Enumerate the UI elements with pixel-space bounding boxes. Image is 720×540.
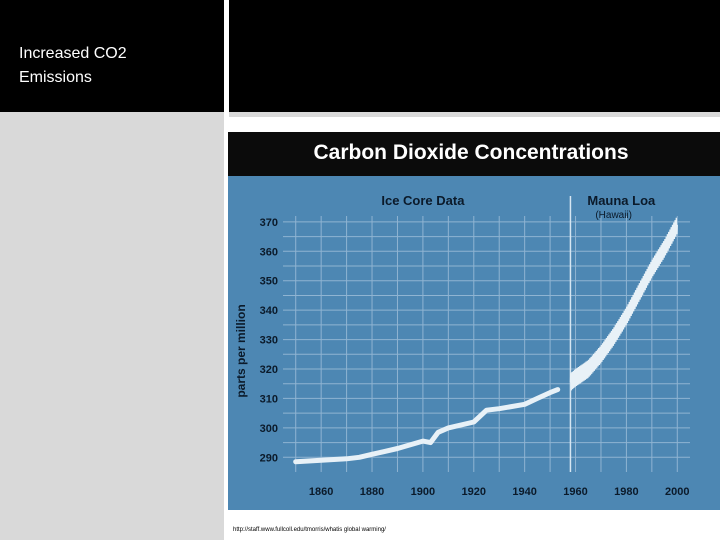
source-citation: http://staff.www.fullcoll.edu/tmorris/wh… xyxy=(233,527,386,533)
x-tick-label: 1900 xyxy=(411,486,435,498)
y-tick-label: 310 xyxy=(260,393,278,405)
x-tick-label: 1960 xyxy=(563,486,587,498)
side-panel xyxy=(0,117,224,540)
chart-svg: Carbon Dioxide Concentrations Ice Core D… xyxy=(228,132,720,510)
y-tick-label: 370 xyxy=(260,217,278,229)
x-tick-label: 1860 xyxy=(309,486,333,498)
x-tick-label: 2000 xyxy=(665,486,689,498)
x-tick-label: 1940 xyxy=(512,486,536,498)
region-sublabel-hawaii: (Hawaii) xyxy=(595,210,632,221)
x-tick-label: 1880 xyxy=(360,486,384,498)
y-tick-label: 350 xyxy=(260,276,278,288)
chart-title-band xyxy=(228,132,720,176)
y-tick-label: 320 xyxy=(260,364,278,376)
y-tick-label: 340 xyxy=(260,305,278,317)
y-tick-label: 360 xyxy=(260,246,278,258)
x-tick-label: 1920 xyxy=(462,486,486,498)
slide-title: Increased CO2 Emissions xyxy=(19,45,127,86)
y-tick-label: 290 xyxy=(260,452,278,464)
divider-right xyxy=(229,112,720,117)
y-tick-label: 330 xyxy=(260,335,278,347)
series-line-mauna-loa xyxy=(569,217,678,391)
divider-left xyxy=(0,112,224,117)
co2-chart: Carbon Dioxide Concentrations Ice Core D… xyxy=(228,132,720,510)
region-label-mauna-loa: Mauna Loa xyxy=(587,193,656,208)
x-tick-label: 1980 xyxy=(614,486,638,498)
region-labels: Ice Core Data Mauna Loa (Hawaii) xyxy=(381,193,656,221)
header-panel xyxy=(229,0,720,112)
chart-title: Carbon Dioxide Concentrations xyxy=(313,141,628,164)
region-label-ice-core: Ice Core Data xyxy=(381,193,465,208)
y-axis-label: parts per million xyxy=(234,304,248,397)
chart-grid xyxy=(283,196,690,472)
y-tick-label: 300 xyxy=(260,423,278,435)
axis-tick-labels: 290 300 310 320 330 340 350 360 370 1860 1880 1900 1… xyxy=(260,217,690,498)
chart-series xyxy=(293,217,678,465)
title-panel: Increased CO2 Emissions xyxy=(0,0,224,112)
series-line-ice-core xyxy=(293,387,561,465)
